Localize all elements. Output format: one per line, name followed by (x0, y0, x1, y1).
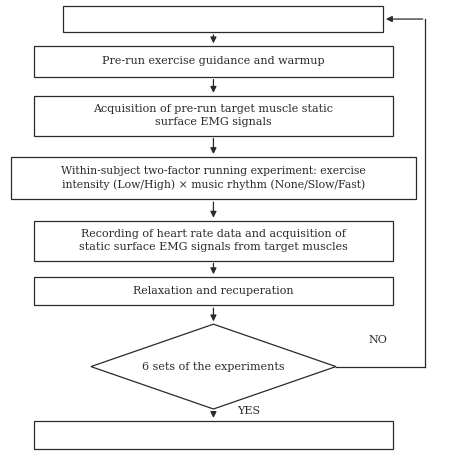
FancyBboxPatch shape (11, 157, 416, 199)
Text: YES: YES (237, 406, 260, 416)
Text: Relaxation and recuperation: Relaxation and recuperation (133, 286, 294, 296)
Text: Pre-run exercise guidance and warmup: Pre-run exercise guidance and warmup (102, 56, 325, 66)
FancyBboxPatch shape (35, 277, 392, 305)
FancyBboxPatch shape (35, 46, 392, 77)
Text: NO: NO (369, 336, 388, 346)
Text: Recording of heart rate data and acquisition of
static surface EMG signals from : Recording of heart rate data and acquisi… (79, 229, 348, 252)
Text: Acquisition of pre-run target muscle static
surface EMG signals: Acquisition of pre-run target muscle sta… (93, 104, 333, 127)
FancyBboxPatch shape (63, 6, 383, 32)
Polygon shape (91, 324, 336, 409)
FancyBboxPatch shape (35, 96, 392, 136)
Text: Within-subject two-factor running experiment: exercise
intensity (Low/High) × mu: Within-subject two-factor running experi… (61, 166, 366, 190)
Text: 6 sets of the experiments: 6 sets of the experiments (142, 362, 285, 372)
FancyBboxPatch shape (35, 421, 392, 449)
FancyBboxPatch shape (35, 220, 392, 261)
